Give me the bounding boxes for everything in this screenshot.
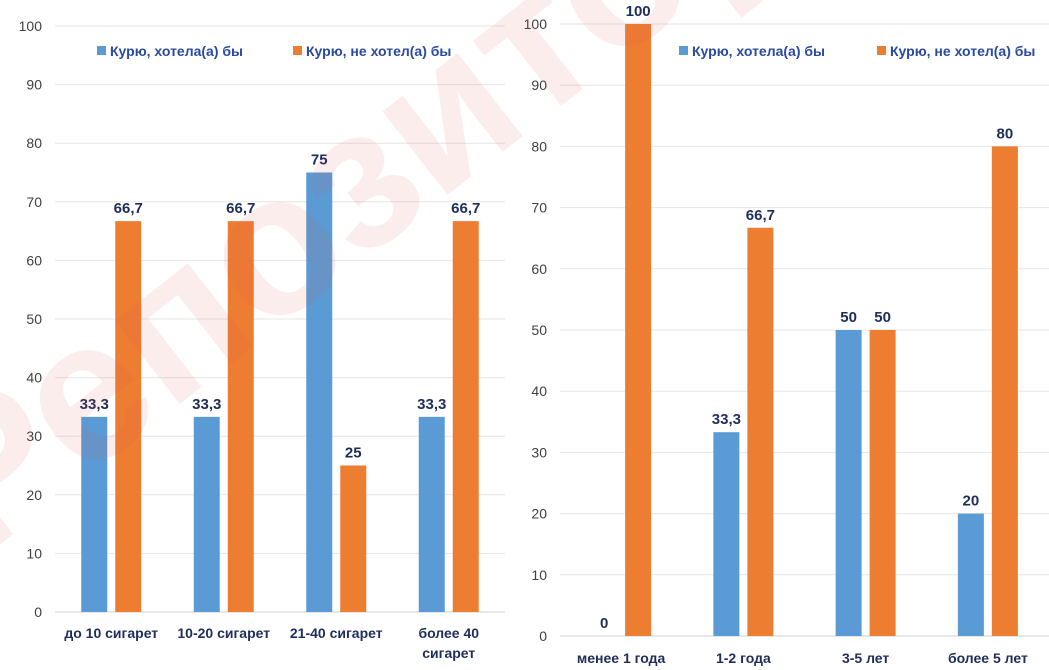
- bar: [193, 416, 220, 612]
- data-label: 25: [345, 445, 362, 462]
- bar: [227, 221, 254, 612]
- y-tick-label: 100: [19, 18, 43, 34]
- y-tick-label: 50: [26, 311, 42, 327]
- bar: [81, 416, 108, 612]
- bar: [835, 330, 862, 636]
- bar: [869, 330, 896, 636]
- y-tick-label: 50: [531, 322, 547, 338]
- y-tick-label: 60: [531, 261, 547, 277]
- y-tick-label: 10: [531, 567, 547, 583]
- chart-cigarettes-per-day: 0 10 20 30 40 50 60 70 80 90 100 33,3 66,7 до 10 сига…: [19, 18, 505, 661]
- data-label: 66,7: [746, 207, 775, 224]
- category-label: сигарет: [422, 645, 475, 661]
- y-tick-label: 90: [531, 77, 547, 93]
- y-tick-label: 10: [26, 545, 42, 561]
- data-label: 20: [963, 493, 980, 510]
- category-label: до 10 сигарет: [64, 625, 158, 641]
- y-tick-label: 100: [524, 16, 548, 32]
- bar: [713, 432, 740, 636]
- y-tick-label: 0: [539, 628, 547, 644]
- y-tick-label: 30: [26, 428, 42, 444]
- bar: [957, 513, 984, 636]
- legend-label: Курю, не хотел(а) бы: [890, 43, 1035, 59]
- data-label: 75: [311, 152, 328, 169]
- bar: [418, 416, 445, 612]
- data-label: 80: [997, 125, 1014, 142]
- category-label: 21-40 сигарет: [290, 625, 383, 641]
- bar: [340, 465, 367, 612]
- category-label: более 40: [418, 625, 479, 641]
- bar: [306, 172, 333, 612]
- legend-label: Курю, хотела(а) бы: [692, 43, 825, 59]
- y-tick-label: 60: [26, 252, 42, 268]
- bar: [115, 221, 142, 612]
- y-tick-label: 80: [26, 135, 42, 151]
- data-label: 33,3: [417, 396, 446, 413]
- bar: [991, 146, 1018, 636]
- data-label: 100: [626, 3, 651, 20]
- legend-label: Курю, хотела(а) бы: [110, 43, 243, 59]
- category-label: более 5 лет: [948, 650, 1028, 666]
- y-tick-label: 20: [531, 506, 547, 522]
- data-label: 50: [840, 309, 857, 326]
- data-label: 66,7: [114, 200, 143, 217]
- chart-smoking-duration: 0 10 20 30 40 50 60 70 80 90 100 0 100 менее 1 года 33…: [524, 3, 1049, 666]
- data-label: 66,7: [226, 200, 255, 217]
- data-label: 66,7: [451, 200, 480, 217]
- data-label: 33,3: [192, 396, 221, 413]
- bar: [452, 221, 479, 612]
- y-tick-label: 90: [26, 77, 42, 93]
- legend-label: Курю, не хотел(а) бы: [306, 43, 451, 59]
- data-label: 50: [874, 309, 891, 326]
- bar: [625, 24, 652, 636]
- category-label: 1-2 года: [716, 650, 771, 666]
- legend-swatch: [877, 46, 886, 55]
- y-tick-label: 80: [531, 138, 547, 154]
- bar: [747, 227, 774, 636]
- data-label: 0: [600, 615, 608, 632]
- category-label: менее 1 года: [577, 650, 666, 666]
- legend-swatch: [679, 46, 688, 55]
- y-tick-label: 70: [26, 194, 42, 210]
- y-tick-label: 20: [26, 487, 42, 503]
- data-label: 33,3: [80, 396, 109, 413]
- data-label: 33,3: [712, 411, 741, 428]
- legend-swatch: [293, 46, 302, 55]
- category-label: 10-20 сигарет: [177, 625, 270, 641]
- y-tick-label: 30: [531, 444, 547, 460]
- category-label: 3-5 лет: [842, 650, 889, 666]
- legend-swatch: [97, 46, 106, 55]
- y-tick-label: 0: [34, 604, 42, 620]
- y-tick-label: 70: [531, 200, 547, 216]
- y-tick-label: 40: [531, 383, 547, 399]
- y-tick-label: 40: [26, 370, 42, 386]
